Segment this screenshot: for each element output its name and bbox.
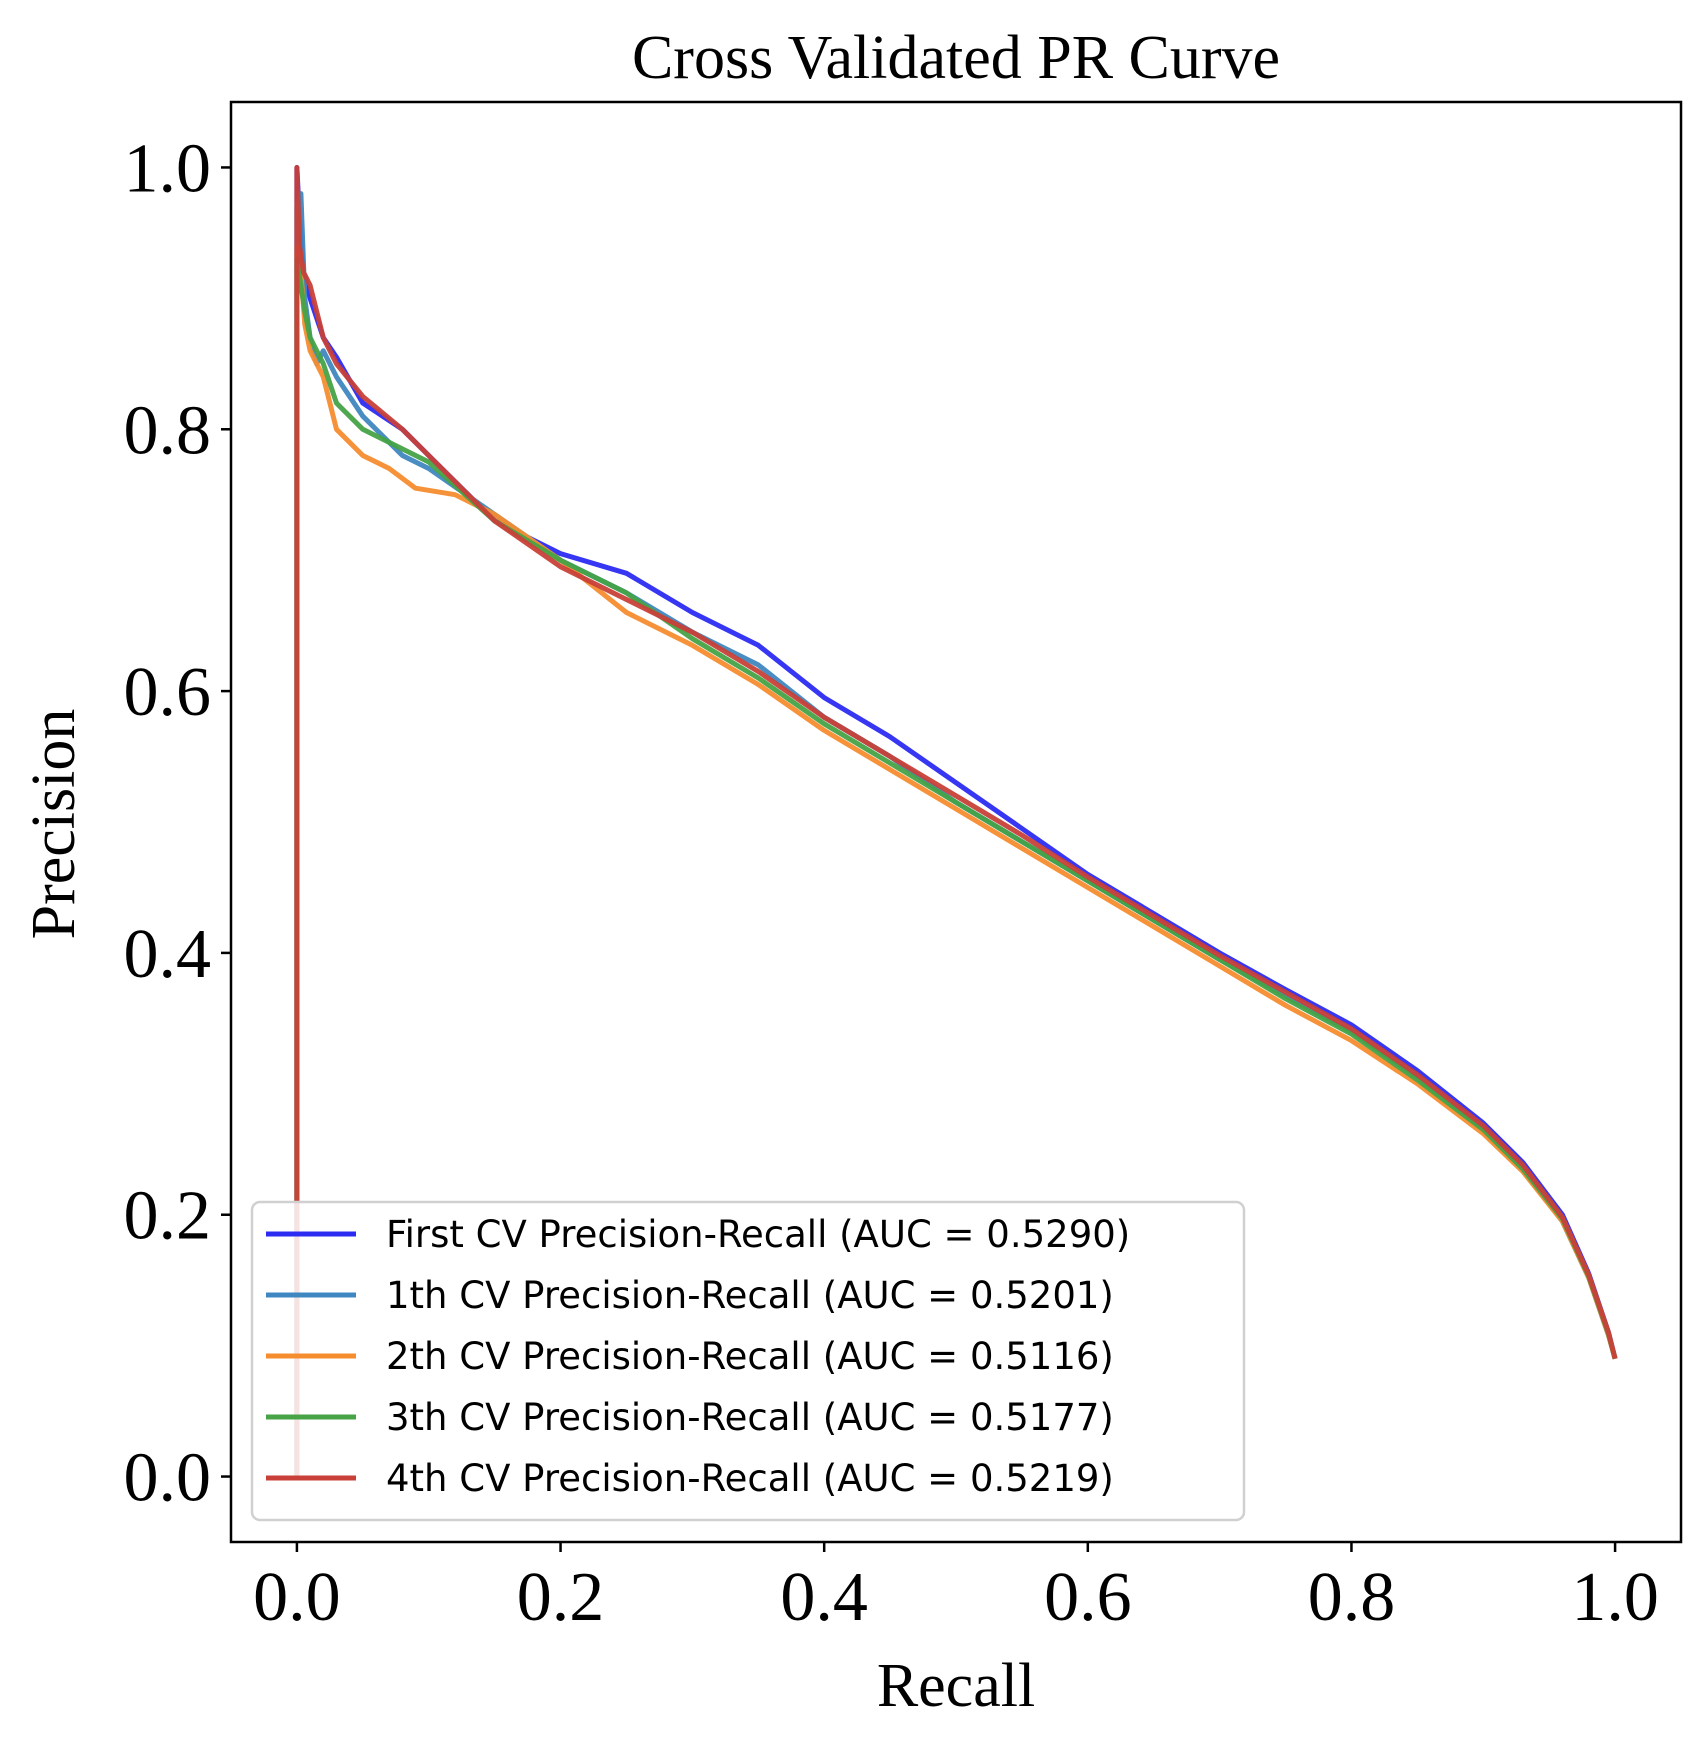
- y-tick-label: 0.8: [124, 392, 212, 469]
- x-tick-label: 0.0: [253, 1559, 341, 1636]
- y-axis-label: Precision: [20, 709, 88, 940]
- legend-box: [250, 1200, 1246, 1522]
- y-tick-label: 0.2: [124, 1178, 212, 1255]
- series-line-5: [294, 165, 1618, 1477]
- legend-label-5: 4th CV Precision-Recall (AUC = 0.5219): [386, 1457, 1114, 1500]
- chart-title: Cross Validated PR Curve: [632, 24, 1280, 92]
- series-line-4: [294, 256, 1618, 1477]
- series-line-3: [294, 243, 1618, 1477]
- legend-label-1: First CV Precision-Recall (AUC = 0.5290): [386, 1213, 1130, 1256]
- x-axis-label: Recall: [877, 1652, 1035, 1720]
- legend: First CV Precision-Recall (AUC = 0.5290)…: [250, 1200, 1246, 1522]
- y-tick-label: 1.0: [124, 130, 212, 207]
- x-tick-label: 0.4: [780, 1559, 868, 1636]
- plot-area: 0.0 0.2 0.4 0.6 0.8 1.0 0.0 0.2 0.4 0.6 0.8 1.0: [124, 100, 1683, 1636]
- series-lines: [294, 165, 1618, 1477]
- legend-label-4: 3th CV Precision-Recall (AUC = 0.5177): [386, 1396, 1114, 1439]
- y-tick-label: 0.6: [124, 654, 212, 731]
- y-tick-label: 0.4: [124, 916, 212, 993]
- legend-label-3: 2th CV Precision-Recall (AUC = 0.5116): [386, 1335, 1114, 1378]
- x-tick-label: 0.2: [517, 1559, 605, 1636]
- axes-frame: [229, 100, 1683, 1544]
- y-tick-label: 0.0: [124, 1440, 212, 1517]
- x-tick-label: 0.8: [1308, 1559, 1396, 1636]
- x-tick-label: 0.6: [1044, 1559, 1132, 1636]
- legend-label-2: 1th CV Precision-Recall (AUC = 0.5201): [386, 1274, 1114, 1317]
- x-tick-label: 1.0: [1571, 1559, 1659, 1636]
